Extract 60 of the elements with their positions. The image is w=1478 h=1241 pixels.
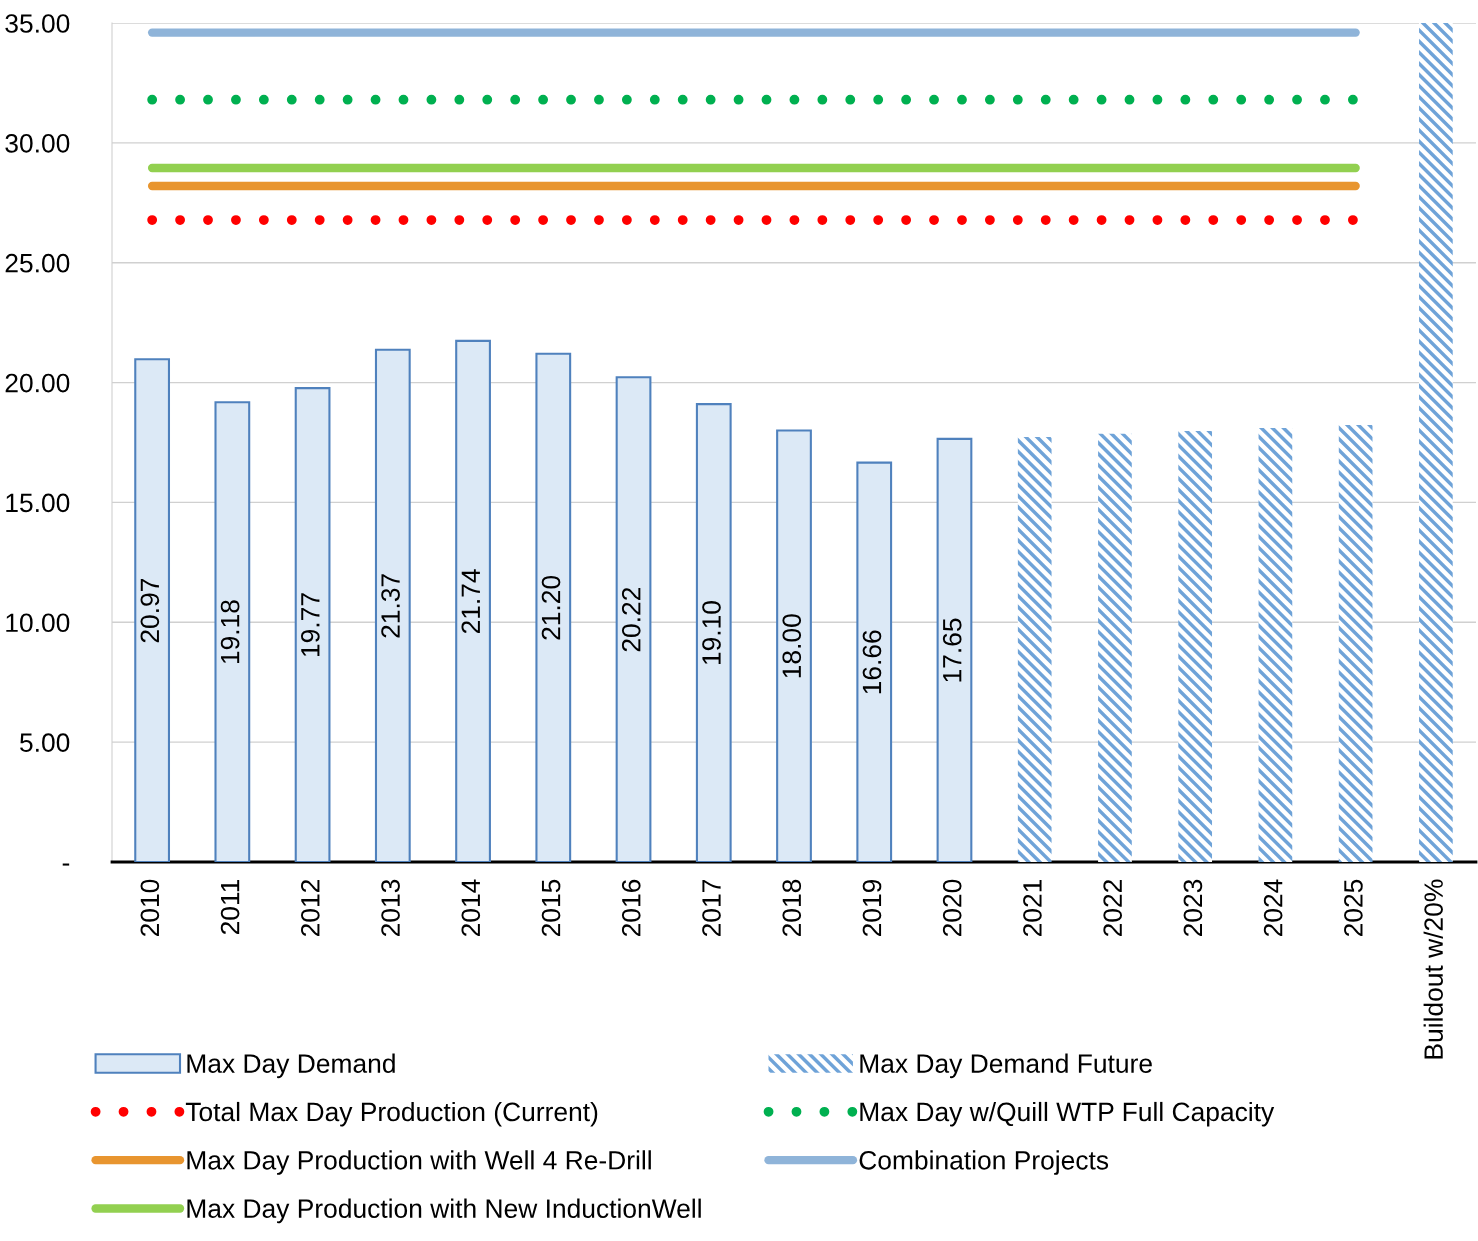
data-label: 17.65	[942, 618, 962, 682]
legend-label: Total Max Day Production (Current)	[185, 1101, 598, 1127]
legend-label: Max Day w/Quill WTP Full Capacity	[860, 1101, 1275, 1127]
data-label: 21.20	[541, 575, 561, 640]
legend-label: Max Day Demand	[187, 1053, 395, 1079]
x-tick-label: 2011	[220, 879, 240, 935]
bar	[1419, 23, 1453, 862]
y-tick-label: 35.00	[5, 14, 70, 33]
y-tick-label: -	[62, 863, 70, 866]
data-label: 18.00	[782, 614, 802, 678]
data-label: 21.37	[381, 574, 400, 638]
y-tick-label: 5.00	[20, 733, 70, 752]
x-tick-label: 2013	[381, 879, 400, 937]
bar	[134, 358, 171, 862]
bar	[294, 387, 331, 862]
x-tick-label: 2021	[1023, 879, 1042, 937]
x-tick-label: 2025	[1344, 879, 1363, 937]
bar	[455, 339, 491, 862]
data-label: 19.18	[220, 600, 240, 664]
x-tick-label: 2024	[1263, 879, 1283, 937]
y-tick-label: 25.00	[5, 253, 70, 273]
legend-label: Max Day Production with New InductionWell	[187, 1198, 701, 1224]
x-tick-label: 2019	[862, 879, 882, 937]
bar	[695, 403, 732, 862]
x-tick-label: 2018	[782, 879, 802, 937]
x-tick-label: 2017	[702, 879, 721, 937]
bar	[535, 352, 572, 862]
x-tick-label: 2016	[621, 879, 641, 937]
x-tick-label: 2020	[942, 879, 962, 937]
x-tick-label: 2023	[1183, 879, 1203, 937]
y-tick-label: 20.00	[5, 373, 70, 393]
legend-label: Max Day Production with Well 4 Re-Drill	[187, 1150, 651, 1175]
bar	[856, 461, 893, 862]
data-label: 19.10	[702, 601, 721, 665]
bar	[1178, 430, 1213, 862]
bar	[1017, 436, 1052, 862]
bar	[936, 437, 973, 862]
x-tick-label: 2010	[140, 879, 160, 937]
legend-label: Max Day Demand Future	[860, 1053, 1152, 1079]
bar	[615, 376, 652, 862]
x-tick-label: 2012	[300, 879, 320, 937]
y-tick-label: 30.00	[5, 133, 70, 153]
data-label: 20.97	[140, 578, 160, 643]
bar	[214, 401, 251, 862]
data-label: 20.22	[621, 587, 641, 652]
legend-label: Combination Projects	[859, 1150, 1109, 1175]
bar	[1258, 427, 1293, 862]
bar	[1338, 425, 1373, 862]
data-label: 21.74	[461, 569, 480, 634]
bar	[374, 348, 411, 862]
y-tick-label: 15.00	[6, 493, 70, 513]
x-tick-label: 2015	[541, 879, 561, 937]
y-tick-label: 10.00	[6, 613, 70, 633]
x-tick-label: 2014	[461, 879, 481, 937]
bar	[1098, 433, 1132, 862]
x-tick-label: 2022	[1103, 879, 1123, 937]
x-tick-label: Buildout w/20%	[1423, 879, 1443, 1059]
bar	[776, 429, 812, 862]
data-label: 16.66	[862, 630, 882, 694]
data-label: 19.77	[300, 593, 320, 657]
